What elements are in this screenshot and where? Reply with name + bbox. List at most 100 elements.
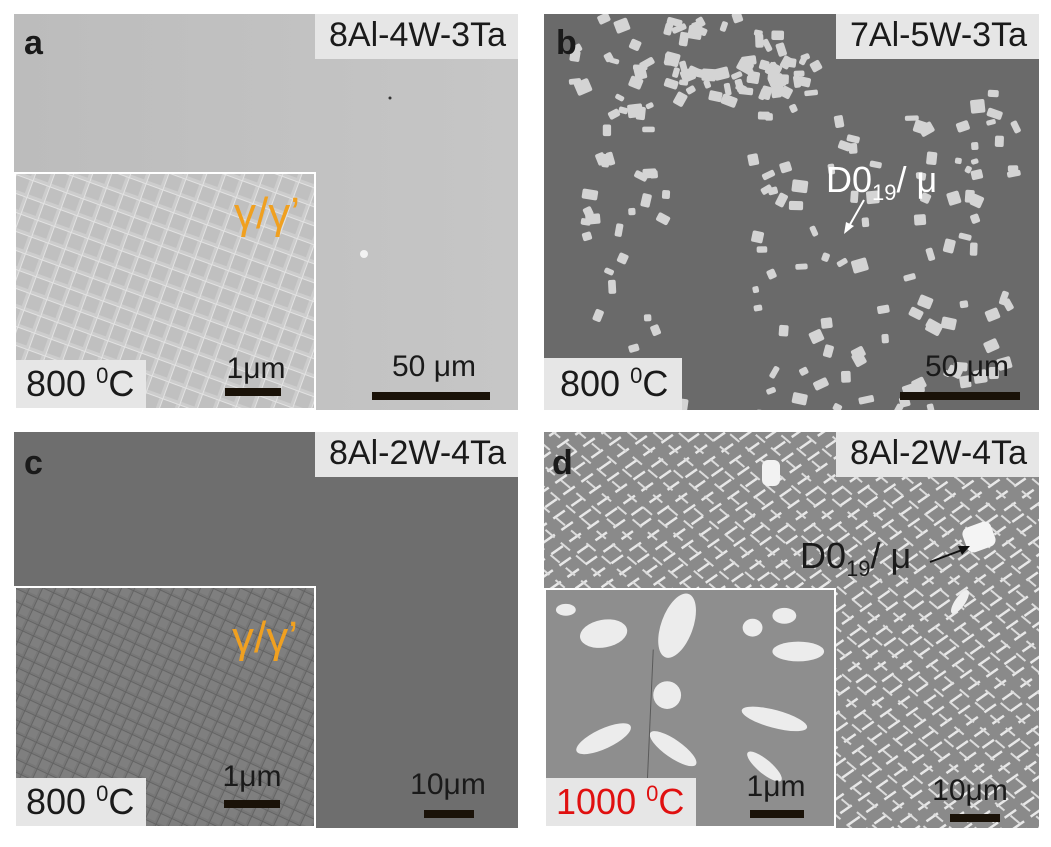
- precipitate: [804, 89, 818, 97]
- precipitate: [832, 403, 843, 410]
- precipitate: [708, 90, 723, 103]
- phase-annotation: D019/ μ: [800, 535, 912, 582]
- panel-letter: c: [24, 444, 43, 482]
- scale-label: 50 μm: [925, 350, 1009, 383]
- precipitate: [603, 52, 614, 63]
- precipitate: [679, 67, 696, 83]
- precipitate: [679, 79, 689, 86]
- scale-bar: [950, 814, 1000, 822]
- precipitate: [628, 343, 640, 353]
- precipitate: [793, 70, 805, 77]
- inset-d: 1000 0C 1μm: [544, 588, 836, 828]
- precipitate: [969, 242, 978, 256]
- precipitate: [926, 151, 938, 166]
- precipitate: [687, 24, 703, 40]
- phase-annotation: D019/ μ: [826, 159, 938, 206]
- precipitate: [800, 53, 810, 61]
- precipitate: [753, 304, 763, 312]
- precipitate: [791, 392, 808, 406]
- precipitate: [628, 38, 642, 51]
- precipitate: [747, 153, 760, 166]
- precipitate: [663, 78, 679, 90]
- precipitate: [771, 30, 785, 41]
- scale-bar: [372, 392, 490, 400]
- precipitate: [970, 158, 979, 165]
- precipitate: [946, 364, 963, 379]
- precipitate: [735, 83, 747, 93]
- precipitate: [642, 126, 655, 133]
- precipitate: [795, 263, 808, 270]
- precipitate: [673, 91, 688, 107]
- precipitate: [942, 238, 956, 254]
- precipitate: [799, 366, 809, 376]
- temperature-label: 800 0C: [544, 358, 683, 410]
- inset-scale-label: 1μm: [746, 770, 806, 803]
- precipitate: [996, 356, 1013, 371]
- precipitate: [820, 317, 833, 329]
- precipitate: [946, 190, 962, 206]
- precipitate: [640, 193, 652, 208]
- precipitate: [983, 338, 1000, 354]
- precipitate: [959, 375, 972, 389]
- precipitate: [767, 186, 779, 196]
- temperature-label: 1000 0C: [546, 778, 697, 826]
- precipitate: [758, 88, 768, 101]
- precipitate: [987, 89, 999, 98]
- precipitate: [568, 78, 582, 85]
- precipitate: [755, 33, 764, 48]
- precipitate: [827, 163, 836, 175]
- scale-label: 50 μm: [392, 350, 476, 383]
- precipitate: [797, 76, 812, 88]
- temperature-label: 800 0C: [16, 778, 147, 826]
- precipitate: [601, 153, 611, 168]
- precipitate: [769, 366, 780, 379]
- precipitate: [756, 246, 768, 253]
- micrograph-b: [544, 14, 1039, 410]
- precipitate: [925, 247, 936, 262]
- scale-label: 10μm: [932, 774, 1008, 807]
- precipitate: [643, 314, 652, 322]
- panel-a: a 8Al-4W-3Ta γ/γ’ 800 0C 1μm 50 μm: [14, 14, 518, 410]
- inset-c: γ/γ’ 800 0C 1μm: [14, 586, 316, 828]
- precipitate: [999, 290, 1009, 303]
- precipitate: [988, 366, 999, 380]
- precipitate: [581, 188, 599, 201]
- precipitate: [616, 252, 629, 265]
- precipitate: [850, 346, 866, 360]
- precipitate: [904, 115, 919, 121]
- precipitate: [663, 22, 674, 36]
- precipitate: [925, 318, 943, 333]
- precipitate: [850, 190, 859, 204]
- precipitate: [809, 225, 819, 237]
- precipitate: [918, 172, 927, 181]
- precipitate: [753, 29, 763, 37]
- precipitate: [986, 107, 1003, 120]
- precipitate: [746, 75, 755, 84]
- composition-label: 7Al-5W-3Ta: [836, 14, 1039, 60]
- precipitate: [752, 286, 760, 294]
- precipitate: [858, 395, 875, 405]
- precipitate: [685, 85, 696, 95]
- precipitate: [701, 68, 717, 82]
- precipitate: [580, 218, 591, 226]
- precipitate: [964, 165, 972, 174]
- precipitate: [779, 161, 792, 174]
- precipitate: [994, 135, 1004, 148]
- precipitate: [615, 93, 625, 102]
- precipitate: [971, 142, 979, 151]
- precipitate: [678, 31, 689, 47]
- panel-d: d 8Al-2W-4Ta D019/ μ: [544, 432, 1039, 828]
- scale-bar: [424, 810, 474, 818]
- precipitate: [731, 14, 744, 24]
- precipitate: [970, 169, 984, 181]
- precipitate: [573, 43, 583, 53]
- precipitate: [628, 207, 636, 216]
- precipitate: [627, 103, 644, 119]
- precipitate: [813, 377, 829, 391]
- precipitate: [766, 268, 777, 280]
- precipitate: [764, 63, 780, 78]
- composition-label: 8Al-2W-4Ta: [315, 432, 518, 478]
- precipitate: [787, 58, 797, 68]
- inset-a: γ/γ’ 800 0C 1μm: [14, 172, 316, 410]
- precipitate: [918, 121, 935, 137]
